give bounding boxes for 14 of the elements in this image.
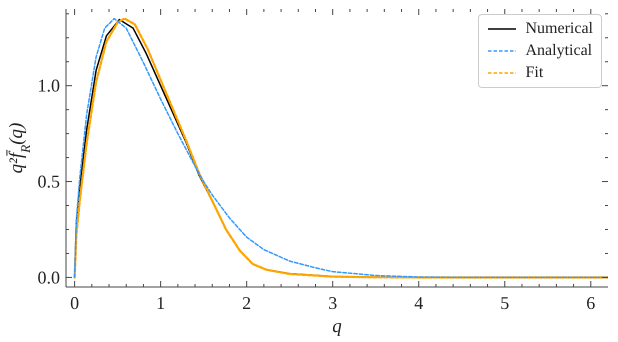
legend-label: Fit (525, 64, 544, 82)
y-tick-label: 0.0 (38, 267, 60, 288)
x-tick-label: 5 (500, 293, 510, 313)
x-tick-label: 1 (156, 293, 166, 313)
x-tick-label: 6 (586, 293, 596, 313)
x-tick-label: 4 (414, 293, 424, 313)
x-tick-label: 2 (242, 293, 252, 313)
y-tick-label: 0.5 (38, 172, 60, 192)
x-tick-label: 3 (328, 293, 338, 313)
legend-label: Analytical (525, 42, 592, 60)
x-tick-label: 0 (70, 293, 80, 313)
x-axis-title: q (332, 316, 342, 337)
y-tick-label: 1.0 (38, 76, 60, 96)
legend-label: Numerical (525, 20, 593, 38)
